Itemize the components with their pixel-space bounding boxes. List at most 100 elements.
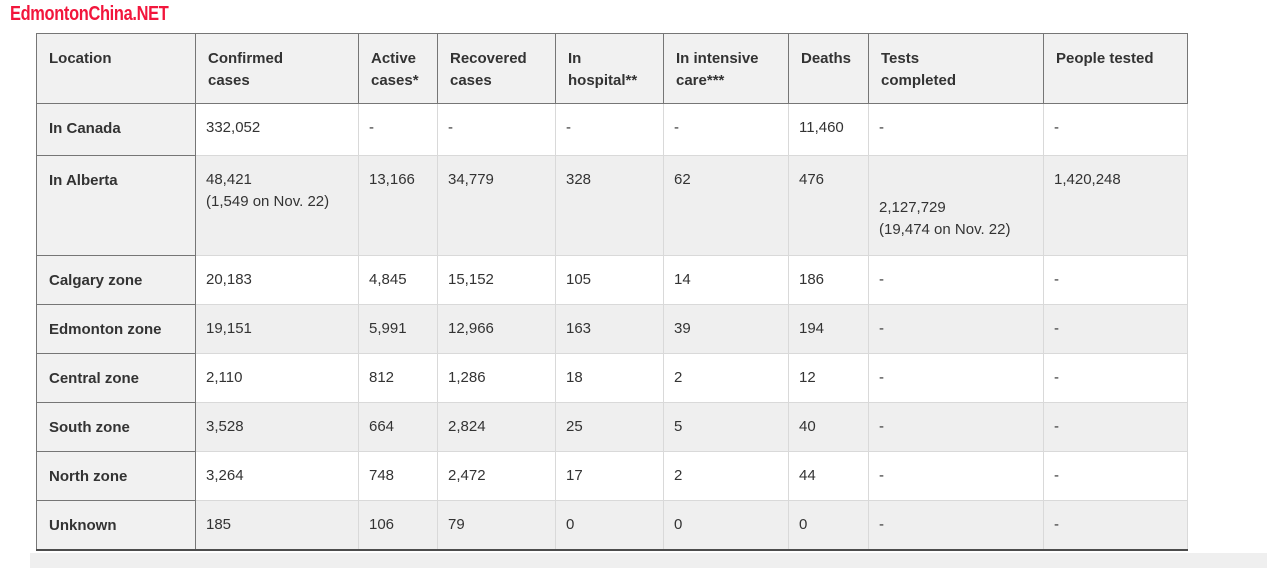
- cell-line: (19,474 on Nov. 22): [879, 221, 1011, 238]
- cell-line: -: [1054, 369, 1059, 386]
- cell-in-hospital: -: [555, 103, 664, 156]
- cell-active-cases: 13,166: [358, 155, 438, 256]
- cell-people-tested: -: [1043, 304, 1188, 354]
- column-header-tests-completed: Tests completed: [868, 33, 1044, 104]
- cell-line: 34,779: [448, 171, 494, 188]
- cell-confirmed-cases: 332,052: [195, 103, 359, 156]
- cell-line: -: [1054, 467, 1059, 484]
- cell-line: -: [879, 516, 884, 533]
- cell-in-hospital: 17: [555, 451, 664, 501]
- cell-tests-completed: -: [868, 402, 1044, 452]
- cell-active-cases: 748: [358, 451, 438, 501]
- table-header: Location Confirmed cases Active cases* Recove…: [36, 33, 1188, 104]
- cell-active-cases: 5,991: [358, 304, 438, 354]
- column-header-in-intensive-care: In intensive care***: [663, 33, 789, 104]
- table-row: North zone 3,264 748 2,472 17 2 44 - -: [36, 451, 1188, 501]
- cell-line: 2,824: [448, 418, 486, 435]
- column-header-location: Location: [36, 33, 196, 104]
- cell-in-hospital: 163: [555, 304, 664, 354]
- cell-deaths: 44: [788, 451, 869, 501]
- cell-line: 106: [369, 516, 395, 533]
- row-header-location: Central zone: [36, 353, 196, 403]
- cell-in-intensive-care: 2: [663, 451, 789, 501]
- cell-line: 2: [674, 369, 683, 386]
- row-header-location: In Alberta: [36, 155, 196, 256]
- cell-line: 163: [566, 320, 592, 337]
- cell-line: 12: [799, 369, 816, 386]
- cell-deaths: 11,460: [788, 103, 869, 156]
- cell-line: -: [448, 119, 453, 136]
- table-row: Edmonton zone 19,151 5,991 12,966 163 39 194 - -: [36, 304, 1188, 354]
- cell-line: -: [879, 467, 884, 484]
- cell-line: 15,152: [448, 271, 494, 288]
- covid-stats-table: Location Confirmed cases Active cases* Recove…: [36, 33, 1188, 551]
- cell-line: 14: [674, 271, 691, 288]
- cell-line: 0: [566, 516, 575, 533]
- cell-line: 0: [799, 516, 808, 533]
- cell-in-intensive-care: 2: [663, 353, 789, 403]
- cell-tests-completed: -: [868, 451, 1044, 501]
- column-header-confirmed-cases: Confirmed cases: [195, 33, 359, 104]
- cell-line: 40: [799, 418, 816, 435]
- cell-tests-completed: -: [868, 500, 1044, 550]
- cell-in-intensive-care: -: [663, 103, 789, 156]
- cell-line: 4,845: [369, 271, 407, 288]
- cell-line: -: [1054, 320, 1059, 337]
- table-row: South zone 3,528 664 2,824 25 5 40 - -: [36, 402, 1188, 452]
- cell-line: 44: [799, 467, 816, 484]
- cell-line: 186: [799, 271, 825, 288]
- cell-line: 2,127,729: [879, 199, 946, 216]
- cell-people-tested: 1,420,248: [1043, 155, 1188, 256]
- cell-in-intensive-care: 14: [663, 255, 789, 305]
- cell-people-tested: -: [1043, 353, 1188, 403]
- cell-recovered-cases: 15,152: [437, 255, 556, 305]
- cell-line: Tests: [881, 50, 920, 67]
- cell-line: 1,420,248: [1054, 171, 1121, 188]
- row-header-location: Calgary zone: [36, 255, 196, 305]
- cell-line: 812: [369, 369, 395, 386]
- cell-line: 11,460: [799, 119, 844, 136]
- cell-people-tested: -: [1043, 103, 1188, 156]
- cell-deaths: 476: [788, 155, 869, 256]
- column-header-people-tested: People tested: [1043, 33, 1188, 104]
- table-body: In Canada 332,052- - - -11,460- - In Alberta 48…: [36, 103, 1188, 550]
- cell-line: 0: [674, 516, 683, 533]
- cell-people-tested: -: [1043, 255, 1188, 305]
- column-header-in-hospital: In hospital**: [555, 33, 664, 104]
- cell-line: 12,966: [448, 320, 494, 337]
- column-header-active-cases: Active cases*: [358, 33, 438, 104]
- cell-recovered-cases: -: [437, 103, 556, 156]
- cell-line: cases: [450, 72, 492, 89]
- cell-line: 3,264: [206, 467, 244, 484]
- cell-line: (1,549 on Nov. 22): [206, 193, 330, 210]
- row-header-location: North zone: [36, 451, 196, 501]
- cell-line: -: [369, 119, 374, 136]
- cell-line: 25: [566, 418, 583, 435]
- cell-line: -: [1054, 516, 1059, 533]
- cell-line: In intensive: [676, 50, 759, 67]
- cell-line: In: [568, 50, 582, 67]
- cell-line: -: [1054, 418, 1059, 435]
- cell-line: Confirmed: [208, 50, 283, 67]
- cell-tests-completed: -: [868, 103, 1044, 156]
- cell-deaths: 40: [788, 402, 869, 452]
- table-row: Calgary zone 20,183 4,845 15,152 105 14 186 - -: [36, 255, 1188, 305]
- row-header-location: In Canada: [36, 103, 196, 156]
- cell-confirmed-cases: 20,183: [195, 255, 359, 305]
- cell-line: 13,166: [369, 171, 415, 188]
- cell-line: 39: [674, 320, 691, 337]
- covid-stats-table-container: Location Confirmed cases Active cases* Recove…: [36, 33, 1188, 551]
- cell-line: -: [879, 271, 884, 288]
- site-watermark: EdmontonChina.NET: [10, 3, 169, 25]
- cell-line: 20,183: [206, 271, 252, 288]
- cell-people-tested: -: [1043, 500, 1188, 550]
- cell-line: -: [1054, 271, 1059, 288]
- cell-line: cases: [208, 72, 250, 89]
- cell-active-cases: 664: [358, 402, 438, 452]
- cell-line: 17: [566, 467, 583, 484]
- cell-confirmed-cases: 19,151: [195, 304, 359, 354]
- cell-line: 5,991: [369, 320, 407, 337]
- cell-in-hospital: 18: [555, 353, 664, 403]
- cell-line: -: [879, 369, 884, 386]
- cell-line: 194: [799, 320, 825, 337]
